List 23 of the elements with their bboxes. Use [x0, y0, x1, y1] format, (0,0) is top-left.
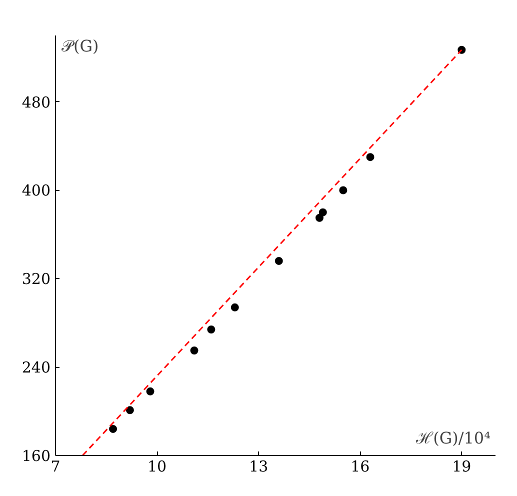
- y-axis-title: 𝒫(G): [62, 36, 99, 56]
- point: [126, 406, 134, 414]
- y-tick-label: 480: [22, 93, 51, 112]
- point: [274, 256, 283, 265]
- point: [146, 387, 154, 396]
- point: [366, 153, 374, 162]
- x-tick-label: 10: [147, 458, 167, 476]
- point: [207, 326, 216, 334]
- x-tick-label: 7: [50, 458, 60, 476]
- y-tick-label: 240: [22, 358, 51, 377]
- x-tick-label: 16: [350, 458, 370, 476]
- x-tick-label: 13: [249, 458, 268, 476]
- y-tick-label: 320: [22, 270, 51, 288]
- y-tick-label: 160: [22, 447, 51, 465]
- point: [316, 214, 324, 222]
- y-tick-label: 400: [22, 182, 51, 200]
- point: [339, 186, 348, 194]
- x-axis-title: ℋ(G)/10⁴: [415, 428, 491, 448]
- x-tick-label: 19: [452, 458, 472, 476]
- point: [318, 208, 327, 216]
- point: [190, 346, 198, 354]
- point: [109, 424, 118, 433]
- point: [230, 303, 239, 312]
